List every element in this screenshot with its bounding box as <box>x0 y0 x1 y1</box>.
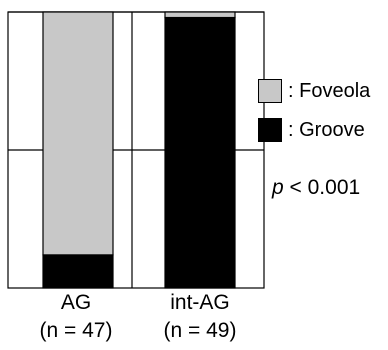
legend-label-foveola: : Foveola <box>288 79 371 102</box>
legend-item-foveola: : Foveola <box>258 78 370 104</box>
p-value-text: < 0.001 <box>283 176 361 199</box>
bar-foveola-ag <box>42 11 114 256</box>
category-label-ag: AG <box>60 291 92 314</box>
bars <box>42 11 236 289</box>
category-label-int-ag: int-AG <box>170 291 230 314</box>
legend-label-groove: : Groove <box>288 118 365 141</box>
category-n-ag: (n = 47) <box>39 319 113 342</box>
category-n-int-ag: (n = 49) <box>163 319 237 342</box>
bar-groove-int-ag <box>164 16 236 289</box>
bar-foveola-int-ag <box>164 11 236 19</box>
p-value-annotation: p < 0.001 <box>272 176 360 200</box>
bar-groove-ag <box>42 254 114 289</box>
legend-item-groove: : Groove <box>258 117 365 143</box>
legend-swatch-foveola <box>258 79 282 103</box>
legend-swatch-groove <box>258 118 282 142</box>
p-value-symbol: p <box>272 176 284 199</box>
